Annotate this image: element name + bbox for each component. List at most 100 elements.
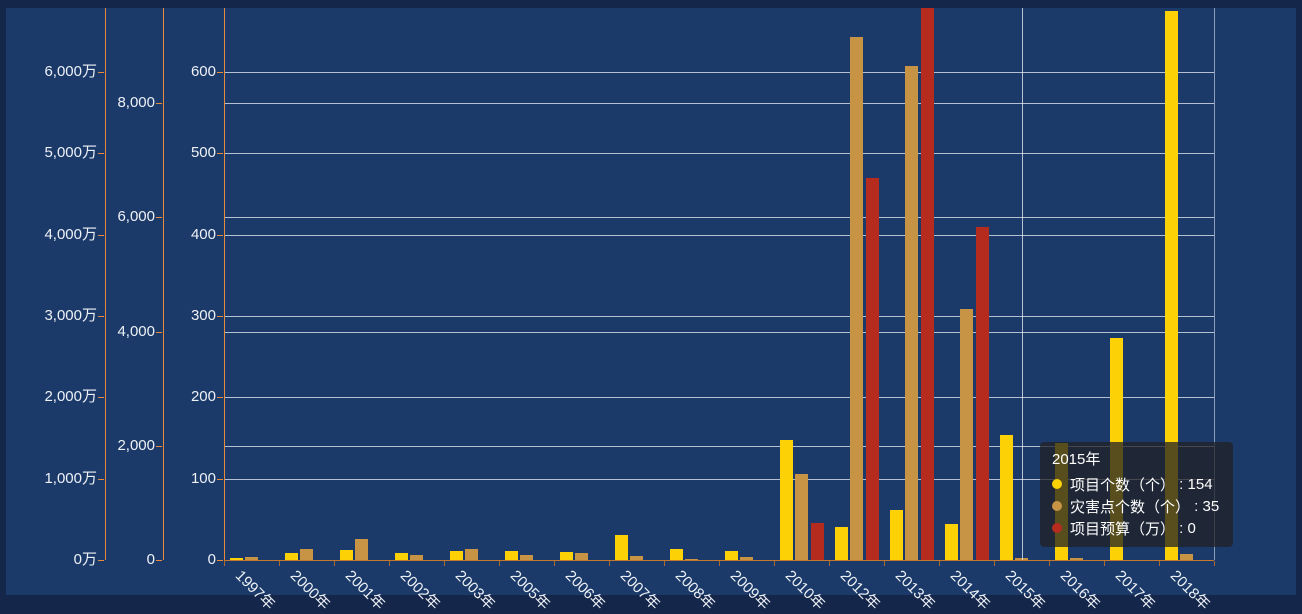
bar[interactable] — [889, 510, 903, 560]
x-axis-tick-label: 2016年 — [1056, 567, 1103, 614]
bar[interactable] — [614, 535, 628, 560]
bar[interactable] — [520, 555, 533, 560]
y-axis-tick-label: 0万 — [73, 551, 97, 568]
x-axis-tick — [554, 561, 555, 566]
bar[interactable] — [724, 551, 738, 560]
axis-pointer-line — [1022, 8, 1023, 560]
bar[interactable] — [999, 435, 1013, 560]
series-dot-icon — [1052, 523, 1062, 533]
x-axis-tick-label: 2014年 — [946, 567, 993, 614]
y-axis-tick — [217, 560, 223, 561]
bar[interactable] — [685, 559, 698, 560]
bar[interactable] — [630, 556, 643, 560]
bar[interactable] — [795, 474, 808, 560]
bar[interactable] — [394, 553, 408, 560]
x-axis-tick-label: 2000年 — [286, 567, 333, 614]
bar[interactable] — [245, 557, 258, 560]
bar[interactable] — [339, 550, 353, 560]
series-dot-icon — [1052, 501, 1062, 511]
tooltip-row-label: 灾害点个数（个） — [1070, 498, 1191, 516]
tooltip-row-value: 154 — [1187, 475, 1213, 493]
x-axis-tick-label: 2007年 — [616, 567, 663, 614]
tooltip-row-label: 项目预算（万） — [1070, 520, 1176, 538]
bar[interactable] — [1015, 558, 1028, 560]
x-axis-tick — [499, 561, 500, 566]
bar[interactable] — [834, 527, 848, 560]
gridline — [224, 103, 1214, 104]
tooltip-row-separator: : — [1190, 497, 1203, 515]
y-axis-tick-label: 0 — [207, 551, 216, 568]
x-axis-tick-label: 2008年 — [671, 567, 718, 614]
bar[interactable] — [905, 66, 918, 560]
y-axis-tick-label: 400 — [190, 226, 216, 243]
y-axis-tick — [98, 72, 104, 73]
bar[interactable] — [740, 557, 753, 560]
bar[interactable] — [1180, 554, 1193, 560]
x-axis-tick — [719, 561, 720, 566]
series-dot-icon — [1052, 479, 1062, 489]
bar[interactable] — [504, 551, 518, 560]
x-axis-tick — [1049, 561, 1050, 566]
page: { "chart_data": { "type": "bar", "title"… — [6, 8, 1296, 614]
y-axis-tick — [98, 153, 104, 154]
x-axis-tick-label: 2010年 — [781, 567, 828, 614]
y-axis-tick-label: 4,000万 — [44, 226, 97, 243]
x-axis-tick-label: 2003年 — [451, 567, 498, 614]
bar[interactable] — [300, 549, 313, 560]
x-axis-tick — [224, 561, 225, 566]
y-axis-tick — [217, 153, 223, 154]
tooltip-row: 灾害点个数（个） : 35 — [1052, 495, 1219, 517]
gridline — [224, 397, 1214, 398]
x-axis-tick — [1159, 561, 1160, 566]
bar[interactable] — [229, 558, 243, 560]
bar[interactable] — [669, 549, 683, 560]
tooltip: 2015年 项目个数（个） : 154 灾害点个数（个） : 35 项目预算（万… — [1040, 442, 1234, 547]
x-axis-tick — [334, 561, 335, 566]
x-axis-tick — [994, 561, 995, 566]
bar[interactable] — [960, 309, 973, 560]
tooltip-row-value: 0 — [1187, 519, 1196, 537]
y-axis-tick — [217, 235, 223, 236]
x-axis-tick — [1104, 561, 1105, 566]
y-axis-tick-label: 200 — [190, 388, 216, 405]
y-axis-tick — [217, 479, 223, 480]
bar[interactable] — [779, 440, 793, 560]
gridline — [224, 446, 1214, 447]
gridline — [224, 72, 1214, 73]
bar[interactable] — [850, 37, 863, 560]
bar[interactable] — [465, 549, 478, 560]
bar[interactable] — [575, 553, 588, 560]
bar[interactable] — [1070, 558, 1083, 560]
gridline — [224, 217, 1214, 218]
bar[interactable] — [449, 551, 463, 560]
x-axis-tick — [389, 561, 390, 566]
y-axis-tick-label: 6,000 — [117, 208, 155, 225]
gridline — [224, 479, 1214, 480]
y-axis-tick-label: 2,000 — [117, 437, 155, 454]
bar[interactable] — [355, 539, 368, 560]
x-axis-tick-label: 2015年 — [1001, 567, 1048, 614]
y-axis-tick-label: 2,000万 — [44, 388, 97, 405]
x-axis-tick-label: 2001年 — [341, 567, 388, 614]
y-axis-line-mid — [163, 8, 164, 560]
bar[interactable] — [810, 523, 824, 560]
bar[interactable] — [410, 555, 423, 560]
y-axis-tick-label: 0 — [146, 551, 155, 568]
gridline — [224, 316, 1214, 317]
bar[interactable] — [920, 8, 934, 560]
y-axis-tick — [156, 217, 162, 218]
y-axis-tick — [156, 560, 162, 561]
y-axis-tick — [217, 316, 223, 317]
bar[interactable] — [1164, 11, 1178, 560]
bar[interactable] — [284, 553, 298, 560]
tooltip-row-value: 35 — [1202, 497, 1220, 515]
y-axis-tick — [98, 479, 104, 480]
bar[interactable] — [975, 227, 989, 560]
y-axis-tick-label: 600 — [190, 63, 216, 80]
y-axis-tick-label: 8,000 — [117, 94, 155, 111]
bar[interactable] — [559, 552, 573, 560]
bar[interactable] — [865, 178, 879, 560]
x-axis-tick-label: 1997年 — [231, 567, 278, 614]
bar[interactable] — [944, 524, 958, 560]
x-axis-tick — [664, 561, 665, 566]
